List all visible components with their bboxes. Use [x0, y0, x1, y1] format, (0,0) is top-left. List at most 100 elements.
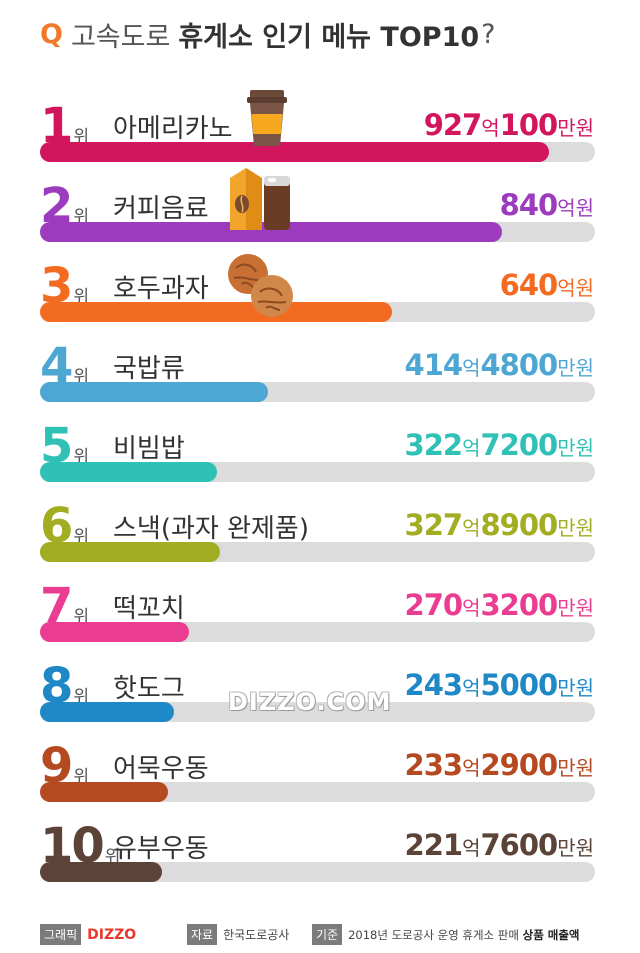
amount-unit: 억원: [557, 196, 594, 220]
menu-name: 국밥류: [113, 354, 185, 384]
walnut-cookie-icon: [228, 254, 293, 317]
menu-name: 유부우동: [113, 834, 209, 864]
menu-name: 호두과자: [113, 274, 209, 304]
amount-number: 322: [404, 428, 464, 462]
amount-number: 233: [404, 748, 464, 782]
amount-number: 7200: [480, 428, 558, 462]
ranking-row: 2 위 커피음료 840 억원: [0, 174, 640, 254]
amount-number: 243: [404, 668, 464, 702]
amount-unit: 억: [462, 676, 481, 700]
bar-track: [40, 622, 595, 642]
amount-unit: 만원: [557, 436, 594, 460]
sales-bar: [40, 542, 220, 562]
amount-unit: 억: [462, 436, 481, 460]
sales-amount: 322 억 7200 만원: [405, 428, 594, 462]
source-credit: 자료 한국도로공사: [187, 924, 289, 945]
sales-amount: 243 억 5000 만원: [405, 668, 594, 702]
amount-unit: 만원: [557, 676, 594, 700]
title-lead: 고속도로: [70, 21, 171, 53]
sales-amount: 927 억 100 만원: [424, 108, 594, 142]
credit-label: 그래픽: [40, 924, 82, 945]
ranking-row: 3 위 호두과자 640 억원: [0, 254, 640, 334]
graphic-credit: 그래픽 DIZZO: [40, 924, 136, 945]
amount-unit: 만원: [557, 836, 594, 860]
ranking-row: 5 위 비빔밥 322 억 7200 만원: [0, 414, 640, 494]
ranking-row: 7 위 떡꼬치 270 억 3200 만원: [0, 574, 640, 654]
amount-unit: 억: [462, 356, 481, 380]
sales-amount: 327 억 8900 만원: [405, 508, 594, 542]
menu-name: 핫도그: [113, 674, 185, 704]
amount-unit: 만원: [557, 356, 594, 380]
amount-unit: 만원: [557, 756, 594, 780]
bar-track: [40, 462, 595, 482]
brand-logo: DIZZO: [87, 926, 137, 943]
menu-name: 비빔밥: [113, 434, 185, 464]
sales-amount: 270 억 3200 만원: [405, 588, 594, 622]
amount-unit: 억: [481, 116, 500, 140]
bar-track: [40, 142, 595, 162]
sales-bar: [40, 462, 217, 482]
menu-name: 떡꼬치: [113, 594, 185, 624]
sales-bar: [40, 302, 392, 322]
basis-label: 기준: [312, 924, 343, 945]
basis-bold: 상품 매출액: [522, 927, 580, 942]
menu-name: 커피음료: [113, 194, 209, 224]
amount-number: 414: [404, 348, 464, 382]
amount-number: 640: [499, 268, 559, 302]
bar-track: [40, 302, 595, 322]
amount-number: 927: [423, 108, 483, 142]
amount-number: 100: [499, 108, 559, 142]
sales-amount: 840 억원: [500, 188, 594, 222]
amount-number: 840: [499, 188, 559, 222]
amount-number: 221: [404, 828, 464, 862]
menu-name: 스낵(과자 완제품): [113, 514, 309, 544]
sales-amount: 221 억 7600 만원: [405, 828, 594, 862]
amount-number: 8900: [480, 508, 558, 542]
basis-note: 기준 2018년 도로공사 운영 휴게소 판매 상품 매출액: [312, 924, 580, 945]
amount-number: 2900: [480, 748, 558, 782]
sales-bar: [40, 142, 549, 162]
sales-bar: [40, 382, 268, 402]
watermark: DIZZO.COM: [228, 688, 392, 716]
ranking-row: 4 위 국밥류 414 억 4800 만원: [0, 334, 640, 414]
bar-track: [40, 782, 595, 802]
amount-number: 3200: [480, 588, 558, 622]
ranking-row: 8 위 핫도그 243 억 5000 만원: [0, 654, 640, 734]
bar-track: [40, 542, 595, 562]
sales-amount: 233 억 2900 만원: [405, 748, 594, 782]
ranking-row: 9 위 어묵우동 233 억 2900 만원: [0, 734, 640, 814]
bar-track: [40, 702, 595, 722]
amount-unit: 만원: [557, 516, 594, 540]
ranking-row: 1 위 아메리카노 927 억 100 만원: [0, 94, 640, 174]
amount-unit: 만원: [557, 596, 594, 620]
amount-number: 7600: [480, 828, 558, 862]
bar-track: [40, 222, 595, 242]
amount-number: 270: [404, 588, 464, 622]
question-mark-badge: Q: [40, 18, 63, 50]
amount-number: 5000: [480, 668, 558, 702]
title-main: 휴게소 인기 메뉴 TOP10: [178, 21, 480, 53]
amount-number: 4800: [480, 348, 558, 382]
amount-unit: 억: [462, 836, 481, 860]
sales-bar: [40, 862, 162, 882]
sales-bar: [40, 622, 189, 642]
bar-track: [40, 382, 595, 402]
coffee-drinks-icon: [230, 168, 290, 230]
footer: 그래픽 DIZZO 자료 한국도로공사 기준 2018년 도로공사 운영 휴게소…: [40, 924, 600, 946]
amount-unit: 억원: [557, 276, 594, 300]
source-value: 한국도로공사: [223, 928, 290, 942]
basis-value: 2018년 도로공사 운영 휴게소 판매 상품 매출액: [348, 927, 579, 943]
title-question: ?: [481, 18, 496, 50]
amount-unit: 억: [462, 516, 481, 540]
bar-track: [40, 862, 595, 882]
amount-number: 327: [404, 508, 464, 542]
page-title: Q 고속도로 휴게소 인기 메뉴 TOP10 ?: [40, 14, 495, 54]
sales-bar: [40, 702, 174, 722]
coffee-cup-icon: [247, 90, 287, 146]
source-label: 자료: [187, 924, 218, 945]
ranking-row: 6 위 스낵(과자 완제품) 327 억 8900 만원: [0, 494, 640, 574]
sales-bar: [40, 222, 502, 242]
ranking-row: 10 위 유부우동 221 억 7600 만원: [0, 814, 640, 894]
sales-amount: 414 억 4800 만원: [405, 348, 594, 382]
amount-unit: 억: [462, 756, 481, 780]
